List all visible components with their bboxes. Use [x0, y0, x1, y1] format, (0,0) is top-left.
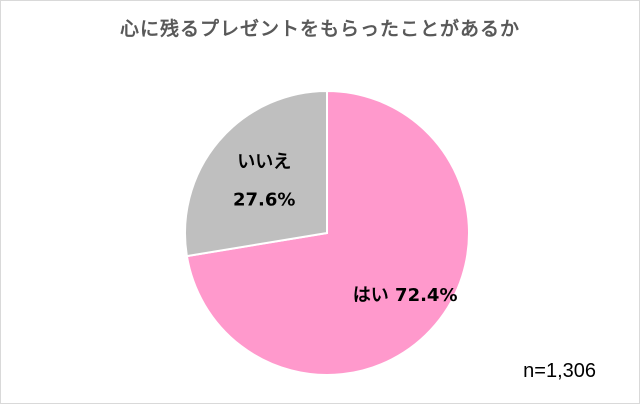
slice-label-yes: はい 72.4%	[353, 285, 458, 306]
slice-label-no: いいえ	[237, 152, 291, 173]
pie-slice-no	[184, 89, 328, 258]
slice-value-no: 27.6%	[233, 190, 295, 211]
sample-size-note: n=1,306	[523, 360, 596, 382]
chart-title: 心に残るプレゼントをもらったことがあるか	[119, 18, 520, 40]
